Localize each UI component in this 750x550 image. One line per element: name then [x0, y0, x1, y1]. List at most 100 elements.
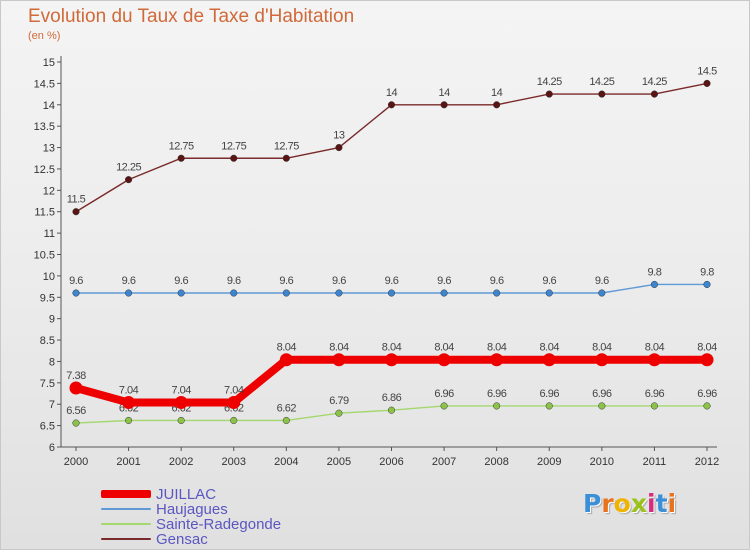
legend-swatch-gensac — [101, 538, 151, 540]
data-point-haujagues — [493, 289, 501, 297]
x-tick-label: 2005 — [327, 456, 351, 468]
x-tick-label: 2002 — [169, 456, 193, 468]
data-point-haujagues — [72, 289, 80, 297]
data-point-haujagues — [650, 280, 658, 288]
data-label-gensac: 12.75 — [274, 140, 299, 152]
data-label-haujagues: 9.6 — [542, 275, 556, 287]
legend-swatch-haujagues — [101, 508, 151, 510]
data-point-juillac — [542, 353, 556, 367]
data-point-gensac — [703, 79, 711, 87]
x-tick-label: 2010 — [590, 456, 614, 468]
logo-letter: o — [613, 489, 631, 518]
y-tick-label: 7.5 — [40, 378, 55, 390]
y-tick-label: 9.5 — [40, 292, 55, 304]
data-point-haujagues — [598, 289, 606, 297]
data-label-gensac: 12.25 — [116, 162, 141, 174]
x-tick-label: 2007 — [432, 456, 456, 468]
data-label-sainte-radegonde: 6.79 — [329, 395, 349, 407]
logo-letter: x — [630, 489, 647, 518]
data-point-juillac — [279, 353, 293, 367]
data-label-juillac: 8.04 — [645, 342, 665, 354]
legend-entry-sainte-radegonde: Sainte-Radegonde — [101, 516, 281, 532]
data-point-gensac — [545, 90, 553, 98]
x-tick-label: 2000 — [64, 456, 88, 468]
data-point-sainte-radegonde — [72, 419, 80, 427]
x-tick-label: 2012 — [695, 456, 719, 468]
legend-label-sainte-radegonde: Sainte-Radegonde — [156, 515, 282, 533]
data-label-gensac: 14.5 — [697, 65, 717, 77]
data-point-sainte-radegonde — [703, 402, 711, 410]
data-label-sainte-radegonde: 6.56 — [66, 405, 86, 417]
data-label-haujagues: 9.6 — [227, 275, 241, 287]
x-tick-label: 2004 — [274, 456, 298, 468]
data-point-haujagues — [440, 289, 448, 297]
legend-swatch-sainte-radegonde — [101, 523, 151, 525]
data-label-gensac: 14 — [438, 87, 450, 99]
data-point-gensac — [335, 144, 343, 152]
y-tick-label: 14.5 — [34, 78, 55, 90]
data-point-haujagues — [545, 289, 553, 297]
y-tick-label: 12 — [43, 185, 55, 197]
data-point-juillac — [647, 353, 661, 367]
y-tick-label: 13 — [43, 143, 55, 155]
data-label-haujagues: 9.6 — [437, 275, 451, 287]
chart-subtitle: (en %) — [28, 30, 61, 42]
data-label-sainte-radegonde: 6.86 — [382, 392, 402, 404]
data-point-sainte-radegonde — [493, 402, 501, 410]
data-label-sainte-radegonde: 6.62 — [277, 402, 297, 414]
data-point-sainte-radegonde — [177, 416, 185, 425]
y-tick-label: 6 — [49, 442, 55, 454]
logo-letter: i — [647, 489, 656, 518]
data-point-juillac — [174, 396, 188, 410]
y-tick-label: 9 — [49, 314, 55, 326]
data-point-sainte-radegonde — [545, 402, 553, 410]
data-point-sainte-radegonde — [282, 416, 290, 425]
x-tick-label: 2008 — [484, 456, 508, 468]
data-point-haujagues — [335, 289, 343, 297]
y-tick-label: 7 — [49, 399, 55, 411]
data-label-juillac: 8.04 — [277, 342, 297, 354]
data-label-gensac: 14.25 — [589, 76, 614, 88]
data-label-sainte-radegonde: 6.96 — [592, 388, 612, 400]
data-label-haujagues: 9.6 — [122, 275, 136, 287]
data-label-gensac: 12.75 — [221, 140, 246, 152]
data-label-gensac: 14 — [386, 87, 398, 99]
y-tick-label: 14 — [43, 100, 55, 112]
data-label-gensac: 12.75 — [169, 140, 194, 152]
data-label-juillac: 8.04 — [434, 342, 454, 354]
data-label-juillac: 8.04 — [487, 342, 507, 354]
data-point-haujagues — [703, 280, 711, 288]
data-label-sainte-radegonde: 6.96 — [697, 388, 717, 400]
data-point-juillac — [385, 353, 398, 367]
legend-swatch-juillac — [101, 490, 151, 498]
data-point-juillac — [122, 396, 136, 410]
data-point-juillac — [332, 353, 346, 367]
y-tick-label: 6.5 — [40, 421, 55, 433]
data-label-juillac: 8.04 — [382, 342, 402, 354]
data-point-haujagues — [282, 289, 290, 297]
data-point-juillac — [490, 353, 504, 367]
data-point-haujagues — [230, 289, 238, 297]
data-point-gensac — [598, 90, 606, 98]
y-tick-label: 8 — [49, 356, 55, 368]
data-label-gensac: 13 — [333, 130, 345, 142]
x-tick-label: 2003 — [222, 456, 246, 468]
data-point-haujagues — [177, 289, 185, 297]
data-label-haujagues: 9.6 — [385, 275, 399, 287]
logo-letter: t — [655, 489, 668, 518]
logo-letter: P — [583, 489, 602, 518]
data-point-gensac — [125, 176, 133, 184]
data-point-gensac — [387, 101, 396, 109]
data-label-haujagues: 9.8 — [648, 266, 662, 278]
data-label-gensac: 14 — [491, 87, 503, 99]
data-point-haujagues — [387, 289, 396, 297]
legend-entry-gensac: Gensac — [101, 531, 208, 547]
legend-label-gensac: Gensac — [156, 530, 208, 548]
data-point-sainte-radegonde — [335, 409, 343, 417]
x-tick-label: 2006 — [379, 456, 403, 468]
legend-entry-juillac: JUILLAC — [101, 486, 216, 502]
data-label-juillac: 8.04 — [329, 342, 349, 354]
data-label-juillac: 7.04 — [171, 385, 191, 397]
